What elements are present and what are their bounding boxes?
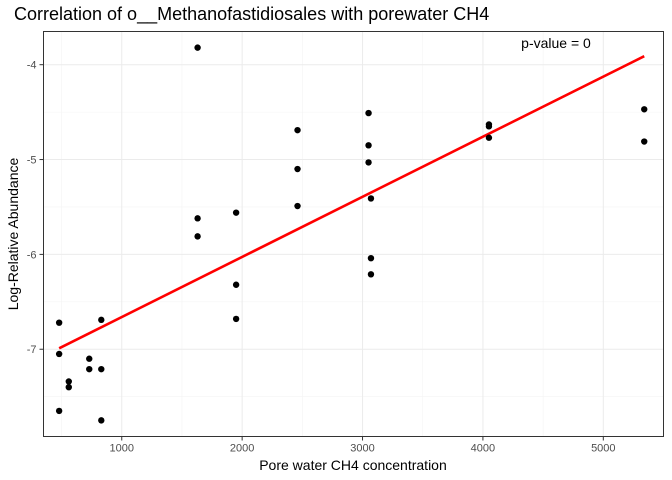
x-tick-label: 4000 [471,443,495,455]
x-axis-ticks: 1000 2000 3000 4000 5000 [110,436,616,455]
data-point [55,350,63,358]
chart-title: Correlation of o__Methanofastidiosales w… [14,4,489,25]
data-point [367,271,375,278]
x-tick-label: 2000 [230,443,254,455]
data-point [232,315,240,323]
data-point [194,44,201,51]
data-point [55,407,63,415]
data-point [485,123,493,130]
data-point [365,159,372,166]
x-axis-title: Pore water CH4 concentration [259,457,447,473]
data-point [65,378,72,385]
plot-panel [43,31,664,437]
x-tick-label: 3000 [350,443,374,455]
data-point [98,417,105,424]
y-tick-label: -4 [27,60,37,72]
data-point [86,365,93,373]
data-point [86,355,93,362]
regression-line [58,54,645,350]
p-value-annotation: p-value = 0 [521,35,591,51]
data-point [641,138,648,145]
major-gridlines [43,31,664,437]
data-point [98,365,105,373]
y-tick-label: -5 [27,155,37,167]
y-axis-title: Log-Relative Abundance [5,158,21,311]
data-point [294,126,301,134]
data-point [65,383,72,391]
data-point [641,106,648,113]
y-axis-ticks: -7 -6 -5 -4 [27,60,44,356]
data-point [367,195,375,202]
data-point [485,134,493,141]
data-point [367,254,375,262]
data-point [365,142,372,149]
data-point [294,202,301,210]
data-point [232,281,240,288]
data-point [194,215,201,222]
panel-border [43,31,664,437]
data-point [55,319,63,326]
data-point [294,165,301,173]
y-tick-label: -6 [27,249,37,261]
y-tick-label: -7 [27,344,37,356]
x-tick-label: 5000 [591,443,615,455]
data-point [365,109,372,117]
regression-line-group [58,54,645,350]
data-point [232,209,240,216]
data-point [98,316,105,324]
data-point [194,233,201,240]
data-points [55,44,648,424]
x-tick-label: 1000 [110,443,134,455]
